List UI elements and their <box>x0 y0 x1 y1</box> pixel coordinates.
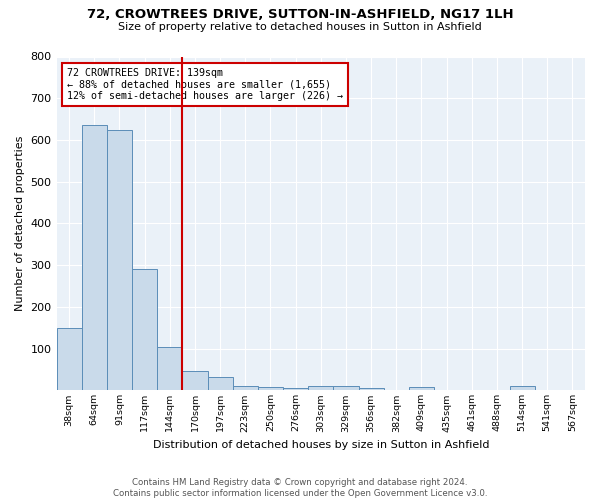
X-axis label: Distribution of detached houses by size in Sutton in Ashfield: Distribution of detached houses by size … <box>152 440 489 450</box>
Bar <box>233 386 258 390</box>
Bar <box>359 388 383 390</box>
Text: 72 CROWTREES DRIVE: 139sqm
← 88% of detached houses are smaller (1,655)
12% of s: 72 CROWTREES DRIVE: 139sqm ← 88% of deta… <box>67 68 343 102</box>
Bar <box>107 130 132 390</box>
Bar <box>82 126 107 390</box>
Text: 72, CROWTREES DRIVE, SUTTON-IN-ASHFIELD, NG17 1LH: 72, CROWTREES DRIVE, SUTTON-IN-ASHFIELD,… <box>86 8 514 20</box>
Bar <box>182 371 208 390</box>
Bar <box>157 346 182 391</box>
Bar <box>258 386 283 390</box>
Bar <box>334 386 359 390</box>
Bar <box>409 388 434 390</box>
Text: Contains HM Land Registry data © Crown copyright and database right 2024.
Contai: Contains HM Land Registry data © Crown c… <box>113 478 487 498</box>
Bar <box>132 270 157 390</box>
Bar <box>283 388 308 390</box>
Text: Size of property relative to detached houses in Sutton in Ashfield: Size of property relative to detached ho… <box>118 22 482 32</box>
Bar <box>56 328 82 390</box>
Bar <box>509 386 535 390</box>
Bar <box>308 386 334 390</box>
Y-axis label: Number of detached properties: Number of detached properties <box>15 136 25 311</box>
Bar <box>208 377 233 390</box>
